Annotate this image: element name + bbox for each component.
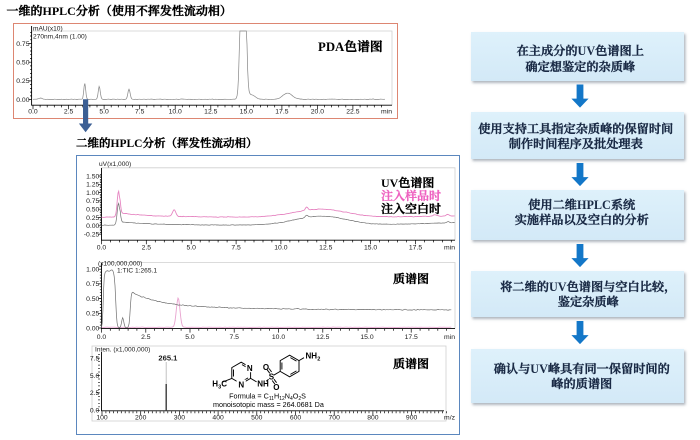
svg-text:270nm,4nm (1.00): 270nm,4nm (1.00) [33,33,87,40]
svg-text:N: N [238,380,244,389]
svg-text:5.0: 5.0 [99,109,109,116]
svg-text:mAU(x10): mAU(x10) [33,25,63,32]
svg-text:7.5: 7.5 [231,245,241,252]
svg-text:700: 700 [329,415,341,422]
svg-text:7.5: 7.5 [229,334,239,341]
svg-text:900: 900 [406,415,418,422]
svg-text:0.0: 0.0 [90,408,100,415]
svg-text:1.25: 1.25 [86,182,99,189]
svg-text:22.5: 22.5 [346,109,359,116]
svg-text:1.00: 1.00 [86,267,99,274]
svg-text:17.5: 17.5 [275,109,288,116]
svg-text:0.25: 0.25 [16,78,29,85]
svg-text:0.75: 0.75 [86,198,99,205]
svg-text:3: 3 [218,384,221,390]
svg-text:0.75: 0.75 [86,281,99,288]
svg-text:15.0: 15.0 [240,109,253,116]
svg-text:7.5: 7.5 [135,109,145,116]
svg-text:2.5: 2.5 [64,109,74,116]
svg-text:m/z: m/z [444,415,456,422]
svg-text:300: 300 [174,415,186,422]
svg-text:15.0: 15.0 [364,245,377,252]
svg-text:Formula = C11H12N4O2S: Formula = C11H12N4O2S [229,391,306,402]
svg-text:monoisotopic mass = 264.0681 D: monoisotopic mass = 264.0681 Da [213,400,324,409]
svg-text:NH: NH [306,352,318,361]
svg-text:min: min [444,334,455,341]
svg-text:-0.25: -0.25 [84,231,100,238]
svg-text:2.5: 2.5 [141,334,151,341]
svg-text:2: 2 [317,357,320,363]
svg-text:17.5: 17.5 [409,245,422,252]
svg-text:0.50: 0.50 [86,207,99,214]
svg-text:2.5: 2.5 [142,245,152,252]
svg-text:20.0: 20.0 [311,109,324,116]
svg-text:1:265.1: 1:265.1 [135,268,157,275]
svg-text:7.5: 7.5 [90,355,100,362]
svg-text:0.25: 0.25 [86,215,99,222]
svg-text:600: 600 [290,415,302,422]
svg-text:2.5: 2.5 [90,390,100,397]
svg-text:S: S [269,372,275,381]
svg-text:0.00: 0.00 [86,223,99,230]
svg-text:0.0: 0.0 [28,109,38,116]
svg-text:min: min [381,109,392,116]
svg-text:0.25: 0.25 [86,311,99,318]
svg-text:5.0: 5.0 [90,373,100,380]
svg-text:Inten. (x1,000,000): Inten. (x1,000,000) [95,347,150,354]
svg-text:200: 200 [135,415,147,422]
svg-text:12.5: 12.5 [316,334,329,341]
svg-text:0.75: 0.75 [16,41,29,48]
svg-text:10.0: 10.0 [274,245,287,252]
svg-text:10.0: 10.0 [272,334,285,341]
svg-text:N: N [247,364,253,373]
svg-text:H: H [212,379,218,388]
svg-text:12.5: 12.5 [204,109,217,116]
svg-text:265.1: 265.1 [158,354,178,363]
svg-text:NH: NH [257,379,269,388]
svg-text:(x100,000,000): (x100,000,000) [98,261,142,268]
svg-text:0.00: 0.00 [16,97,29,104]
svg-text:C: C [221,379,227,388]
svg-text:10.0: 10.0 [169,109,182,116]
svg-text:5.0: 5.0 [185,334,195,341]
svg-text:0.50: 0.50 [16,60,29,67]
svg-text:15.0: 15.0 [360,334,373,341]
svg-text:1:TIC: 1:TIC [117,268,133,275]
svg-text:O: O [263,363,269,372]
svg-text:17.5: 17.5 [405,334,418,341]
svg-text:5.0: 5.0 [186,245,196,252]
svg-text:1.50: 1.50 [86,173,99,180]
svg-text:uV(x1,000): uV(x1,000) [99,161,131,168]
svg-text:400: 400 [212,415,224,422]
svg-text:min: min [444,245,455,252]
svg-text:0.00: 0.00 [86,325,99,332]
svg-text:0.50: 0.50 [86,296,99,303]
svg-text:800: 800 [367,415,379,422]
svg-text:12.5: 12.5 [319,245,332,252]
svg-text:500: 500 [251,415,263,422]
svg-text:100: 100 [96,415,108,422]
svg-text:0.0: 0.0 [97,334,107,341]
svg-text:0.0: 0.0 [97,245,107,252]
svg-text:O: O [273,383,279,392]
svg-text:1.00: 1.00 [86,190,99,197]
